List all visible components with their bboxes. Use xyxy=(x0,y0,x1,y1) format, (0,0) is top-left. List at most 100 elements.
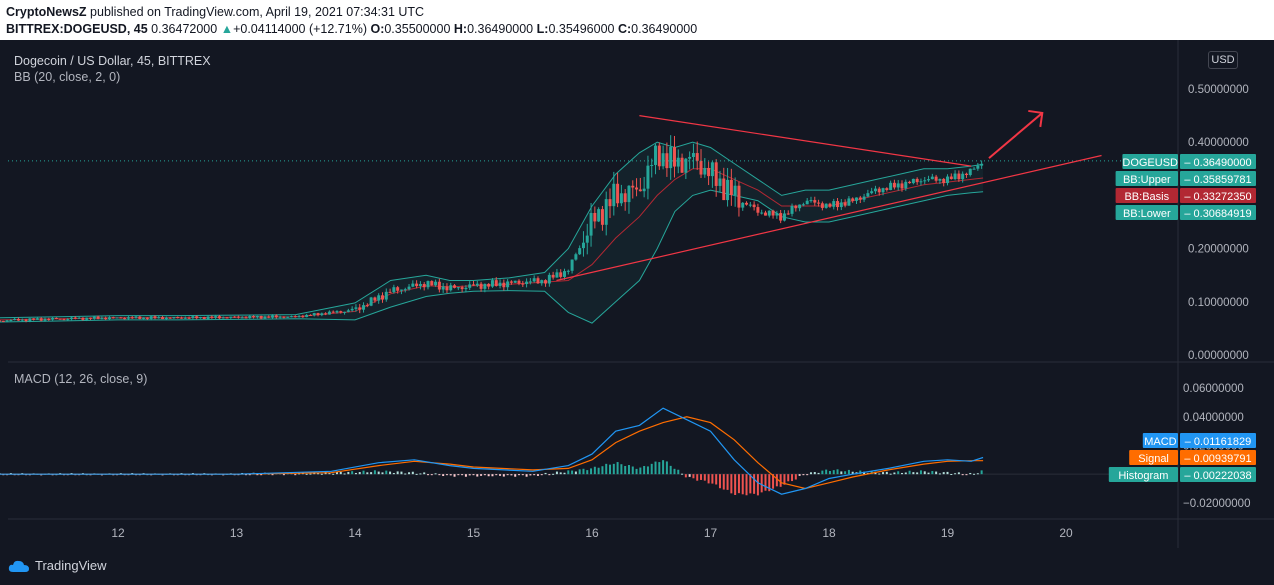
histogram-bar xyxy=(483,474,486,476)
candle-body xyxy=(782,213,786,221)
histogram-bar xyxy=(408,472,411,475)
series-value: – 0.30684919 xyxy=(1184,208,1251,220)
chart-title[interactable]: Dogecoin / US Dollar, 45, BITTREX xyxy=(14,54,211,68)
candle-body xyxy=(28,318,32,322)
series-value-tag xyxy=(1180,171,1256,186)
candle-body xyxy=(259,316,263,319)
currency-button[interactable]: USD xyxy=(1208,51,1238,69)
histogram-bar xyxy=(464,474,467,477)
candle-body xyxy=(578,248,582,255)
candle-body xyxy=(153,316,157,319)
histogram-bar xyxy=(741,474,744,495)
histogram-bar xyxy=(961,474,964,476)
candle-body xyxy=(729,179,733,196)
candle-body xyxy=(161,317,165,320)
time-tick-label: 18 xyxy=(822,526,836,540)
candle-body xyxy=(657,145,661,167)
candle-body xyxy=(324,313,328,315)
candle-body xyxy=(157,317,161,319)
histogram-bar xyxy=(817,472,820,475)
candle-body xyxy=(350,308,354,311)
candle-body xyxy=(32,318,36,320)
candle-body xyxy=(612,183,616,207)
histogram-bar xyxy=(400,471,403,475)
candle-body xyxy=(760,212,764,214)
bb-legend[interactable]: BB (20, close, 2, 0) xyxy=(14,70,121,84)
histogram-bar xyxy=(131,473,134,475)
series-value: – 0.33272350 xyxy=(1184,191,1251,203)
histogram-bar xyxy=(882,472,885,475)
candle-body xyxy=(733,185,737,196)
trendline xyxy=(639,115,972,167)
histogram-bar xyxy=(919,470,922,475)
time-tick-label: 17 xyxy=(704,526,718,540)
candle-body xyxy=(532,278,536,282)
candle-body xyxy=(81,317,85,320)
candle-body xyxy=(66,319,70,321)
series-value-tag xyxy=(1180,467,1256,482)
trendline xyxy=(556,154,1102,282)
candle-body xyxy=(316,313,320,316)
time-tick-label: 20 xyxy=(1059,526,1073,540)
histogram-bar xyxy=(946,471,949,475)
histogram-bar xyxy=(828,470,831,475)
histogram-bar xyxy=(343,473,346,475)
price-change: +0.04114000 (+12.71%) xyxy=(233,22,367,36)
candle-body xyxy=(570,259,574,271)
histogram-bar xyxy=(544,472,547,475)
histogram-bar xyxy=(772,474,775,489)
candle-body xyxy=(479,283,483,289)
candle-body xyxy=(327,311,331,315)
last-price: 0.36472000 xyxy=(151,22,218,36)
candle-body xyxy=(589,212,593,236)
histogram-bar xyxy=(271,474,274,476)
candle-body xyxy=(767,210,771,216)
series-name: BB:Upper xyxy=(1123,174,1171,186)
macd-legend[interactable]: MACD (12, 26, close, 9) xyxy=(14,372,148,386)
candle-body xyxy=(115,317,119,319)
histogram-bar xyxy=(696,474,699,481)
histogram-bar xyxy=(927,472,930,475)
candle-body xyxy=(286,316,290,318)
histogram-bar xyxy=(605,463,608,475)
candle-body xyxy=(240,317,244,319)
candle-body xyxy=(362,305,366,310)
candle-body xyxy=(498,282,502,286)
candle-body xyxy=(775,213,779,216)
histogram-bar xyxy=(370,472,373,475)
chart-area[interactable] xyxy=(0,40,1274,585)
candle-body xyxy=(233,316,237,318)
candle-body xyxy=(282,316,286,318)
candle-body xyxy=(475,283,479,286)
histogram-bar xyxy=(673,468,676,475)
histogram-bar xyxy=(840,471,843,475)
footer-brand: TradingView xyxy=(35,558,107,573)
histogram-bar xyxy=(885,471,888,475)
histogram-bar xyxy=(821,470,824,475)
series-name: MACD xyxy=(1144,436,1176,448)
publisher-name[interactable]: CryptoNewsZ xyxy=(6,5,87,19)
histogram-bar xyxy=(878,473,881,475)
series-value: – 0.00222038 xyxy=(1184,470,1251,482)
candle-body xyxy=(331,311,335,313)
histogram-bar xyxy=(191,473,194,475)
candle-body xyxy=(267,316,271,318)
histogram-bar xyxy=(832,470,835,475)
candle-body xyxy=(525,281,529,285)
histogram-bar xyxy=(335,471,338,475)
candle-body xyxy=(430,281,434,286)
candle-body xyxy=(85,317,89,320)
candle-body xyxy=(555,272,559,278)
tradingview-logo[interactable]: TradingView xyxy=(8,558,107,573)
candle-body xyxy=(320,313,324,316)
candle-body xyxy=(961,173,965,180)
candle-body xyxy=(415,283,419,287)
histogram-bar xyxy=(779,474,782,487)
candle-body xyxy=(684,158,688,173)
candle-body xyxy=(942,178,946,184)
candle-body xyxy=(210,316,214,318)
histogram-bar xyxy=(703,474,706,481)
candle-body xyxy=(248,316,252,319)
candle-body xyxy=(62,319,66,321)
